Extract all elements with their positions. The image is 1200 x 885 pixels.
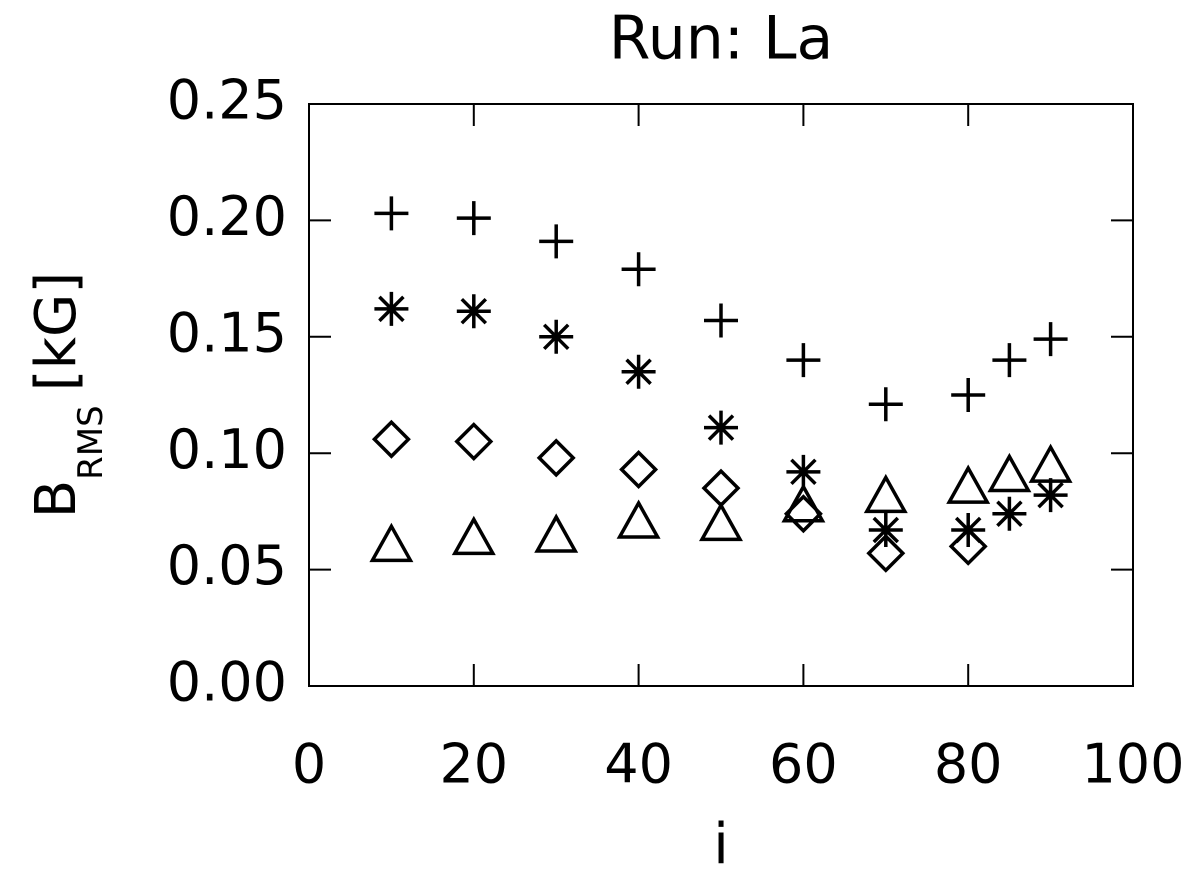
y-label-subscript: RMS <box>71 405 111 480</box>
point <box>786 343 821 378</box>
point <box>619 450 659 489</box>
point <box>701 468 741 508</box>
y-tick-label: 0.00 <box>167 651 287 714</box>
point <box>992 343 1027 378</box>
point <box>456 201 491 236</box>
point <box>374 196 409 231</box>
y-tick-label: 0.10 <box>167 418 287 481</box>
y-tick-label: 0.25 <box>167 69 287 132</box>
x-tick-label: 40 <box>604 733 673 796</box>
point <box>781 483 826 523</box>
x-tick-label: 80 <box>934 733 1003 796</box>
point <box>699 501 743 542</box>
x-tick-label: 60 <box>769 733 838 796</box>
point <box>539 224 574 259</box>
x-tick-label: 0 <box>292 733 326 796</box>
point <box>786 454 821 489</box>
y-label-symbol: B <box>24 480 89 518</box>
point <box>704 410 738 445</box>
point <box>1033 478 1068 513</box>
point <box>704 303 738 338</box>
chart-title: Run: La <box>609 4 834 74</box>
point <box>371 419 411 459</box>
point <box>948 526 988 566</box>
point <box>868 513 903 548</box>
point <box>1033 322 1068 357</box>
point <box>866 533 906 573</box>
point <box>456 294 491 329</box>
point <box>868 387 903 422</box>
x-axis-label: i <box>713 812 729 877</box>
point <box>621 252 656 287</box>
x-tick-label: 20 <box>439 733 508 796</box>
point <box>536 438 576 478</box>
point <box>992 496 1027 531</box>
point <box>534 513 579 553</box>
point <box>1028 443 1073 483</box>
point <box>951 378 986 412</box>
point <box>369 522 414 563</box>
point <box>539 319 574 354</box>
point <box>863 473 908 514</box>
plot-frame <box>308 103 1134 687</box>
y-tick-label: 0.05 <box>167 534 287 597</box>
x-tick-label: 100 <box>1081 733 1184 796</box>
point <box>451 515 496 556</box>
point <box>987 452 1032 493</box>
y-tick-label: 0.15 <box>167 301 287 364</box>
point <box>374 291 409 326</box>
point <box>783 494 823 534</box>
point <box>616 499 661 539</box>
point <box>454 422 494 462</box>
y-tick-label: 0.20 <box>167 185 287 248</box>
point <box>621 354 656 389</box>
point <box>946 464 991 504</box>
y-axis-label: BRMS [kG] <box>24 272 110 519</box>
y-label-unit: [kG] <box>24 272 89 392</box>
